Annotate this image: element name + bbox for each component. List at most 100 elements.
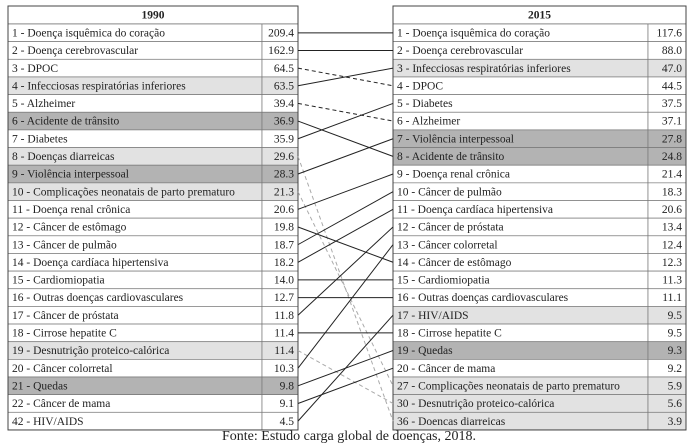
row-value: 88.0	[662, 45, 682, 57]
row-value: 14.0	[274, 275, 294, 287]
table-border	[7, 5, 299, 431]
connector	[297, 208, 394, 263]
row-label: 6 - Alzheimer	[397, 116, 460, 128]
row-value: 63.5	[274, 80, 294, 92]
row-value: 9.3	[668, 345, 683, 357]
row-value: 18.3	[662, 186, 682, 198]
row-label: 16 - Outras doenças cardiovasculares	[12, 292, 184, 304]
row-label: 13 - Câncer de pulmão	[12, 239, 117, 251]
connector	[297, 314, 394, 422]
row-label: 20 - Câncer de mama	[397, 363, 495, 375]
row-value: 209.4	[268, 27, 294, 39]
row-value: 44.5	[662, 80, 682, 92]
row-value: 27.8	[662, 133, 682, 145]
row-value: 9.8	[280, 380, 295, 392]
connector	[297, 367, 394, 404]
row-value: 20.6	[662, 204, 682, 216]
connector	[297, 226, 394, 263]
table-title: 2015	[528, 10, 551, 22]
row-label: 14 - Doença cardíaca hipertensiva	[12, 257, 168, 269]
row-value: 29.6	[274, 151, 294, 163]
row-value: 3.9	[668, 416, 683, 428]
row-label: 13 - Câncer colorretal	[397, 239, 498, 251]
row-value: 11.3	[662, 275, 682, 287]
row-value: 11.4	[274, 328, 294, 340]
row-label: 12 - Câncer de próstata	[397, 222, 504, 234]
row-value: 36.9	[274, 116, 294, 128]
row-value: 5.6	[668, 398, 683, 410]
row-label: 27 - Complicações neonatais de parto pre…	[397, 380, 620, 392]
row-value: 11.1	[662, 292, 682, 304]
row-label: 36 - Doencas diarreicas	[397, 416, 506, 428]
row-value: 47.0	[662, 63, 682, 75]
row-value: 20.6	[274, 204, 294, 216]
row-label: 15 - Cardiomiopatia	[397, 275, 490, 287]
row-label: 17 - Câncer de próstata	[12, 310, 119, 322]
row-label: 3 - Infecciosas respiratórias inferiores	[397, 63, 571, 75]
row-label: 18 - Cirrose hepatite C	[397, 328, 502, 340]
row-value: 162.9	[268, 45, 294, 57]
row-label: 7 - Diabetes	[12, 133, 68, 145]
row-value: 12.3	[662, 257, 682, 269]
row-value: 12.4	[662, 239, 682, 251]
row-label: 7 - Violência interpessoal	[397, 133, 514, 145]
row-label: 14 - Câncer de estômago	[397, 257, 512, 269]
row-value: 9.1	[280, 398, 295, 410]
row-label: 8 - Acidente de trânsito	[397, 151, 505, 163]
row-value: 24.8	[662, 151, 682, 163]
row-label: 5 - Diabetes	[397, 98, 453, 110]
connector	[297, 350, 394, 404]
connector	[297, 173, 394, 210]
row-label: 11 - Doença cardíaca hipertensiva	[397, 204, 553, 216]
connector	[297, 67, 394, 87]
connector	[297, 244, 394, 369]
connector	[297, 102, 394, 140]
row-label: 3 - DPOC	[12, 63, 58, 75]
row-value: 11.8	[274, 310, 294, 322]
row-value: 5.9	[668, 380, 683, 392]
connector	[297, 226, 394, 316]
connector	[297, 120, 394, 157]
row-value: 9.5	[668, 310, 683, 322]
row-label: 10 - Complicações neonatais de parto pre…	[12, 186, 235, 198]
row-value: 37.5	[662, 98, 682, 110]
row-value: 9.2	[668, 363, 683, 375]
row-label: 17 - HIV/AIDS	[397, 310, 469, 322]
connector	[297, 191, 394, 387]
row-value: 19.8	[274, 222, 294, 234]
row-value: 11.4	[274, 345, 294, 357]
row-value: 35.9	[274, 133, 294, 145]
row-label: 6 - Acidente de trânsito	[12, 116, 120, 128]
row-value: 64.5	[274, 63, 294, 75]
connector	[297, 67, 394, 87]
row-value: 28.3	[274, 169, 294, 181]
row-value: 4.5	[280, 416, 295, 428]
row-label: 8 - Doenças diarreicas	[12, 151, 115, 163]
row-value: 9.5	[668, 328, 683, 340]
row-label: 1 - Doença isquêmica do coração	[397, 27, 550, 39]
row-label: 5 - Alzheimer	[12, 98, 75, 110]
row-label: 9 - Doença renal crônica	[397, 169, 510, 181]
row-label: 2 - Doença cerebrovascular	[397, 45, 523, 57]
row-value: 37.1	[662, 116, 682, 128]
row-value: 10.3	[274, 363, 294, 375]
row-label: 22 - Câncer de mama	[12, 398, 110, 410]
row-value: 21.4	[662, 169, 682, 181]
row-label: 11 - Doença renal crônica	[12, 204, 130, 216]
row-label: 20 - Câncer colorretal	[12, 363, 113, 375]
row-value: 18.2	[274, 257, 294, 269]
row-label: 9 - Violência interpessoal	[12, 169, 129, 181]
row-value: 39.4	[274, 98, 294, 110]
row-label: 12 - Câncer de estômago	[12, 222, 127, 234]
row-value: 18.7	[274, 239, 294, 251]
table-border	[392, 5, 687, 431]
row-label: 30 - Desnutrição proteico-calórica	[397, 398, 554, 410]
connector	[297, 138, 394, 175]
row-label: 42 - HIV/AIDS	[12, 416, 84, 428]
row-label: 4 - Infecciosas respiratórias inferiores	[12, 80, 186, 92]
row-value: 13.4	[662, 222, 682, 234]
row-label: 10 - Câncer de pulmão	[397, 186, 502, 198]
row-label: 16 - Outras doenças cardiovasculares	[397, 292, 569, 304]
row-label: 21 - Quedas	[12, 380, 68, 392]
